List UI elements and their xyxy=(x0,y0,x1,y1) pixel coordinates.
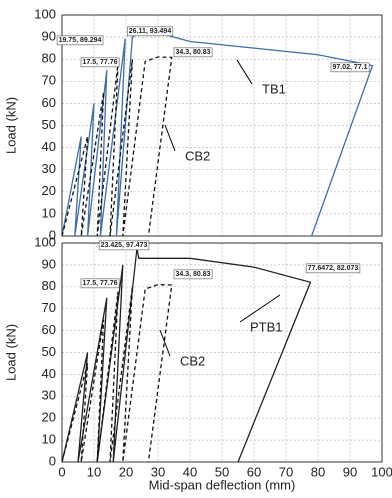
y-tick-label: 100 xyxy=(34,6,56,21)
annotation: 23.425, 97.473 xyxy=(101,242,148,249)
x-tick-label: 60 xyxy=(247,464,261,479)
x-tick-label: 100 xyxy=(371,464,392,479)
x-tick-label: 90 xyxy=(343,464,357,479)
y-tick-label: 40 xyxy=(42,139,56,154)
series-label: CB2 xyxy=(185,148,210,163)
x-tick-label: 40 xyxy=(183,464,197,479)
x-tick-label: 30 xyxy=(151,464,165,479)
annotation-box xyxy=(173,269,213,280)
y-tick-label: 10 xyxy=(42,432,56,447)
annotation-box xyxy=(173,47,213,58)
y-tick-label: 20 xyxy=(42,183,56,198)
y-axis-title: Load (kN) xyxy=(3,324,18,381)
x-tick-label: 50 xyxy=(215,464,229,479)
y-tick-label: 80 xyxy=(42,278,56,293)
annotation-box xyxy=(56,35,104,46)
y-tick-label: 50 xyxy=(42,344,56,359)
y-axis-title: Load (kN) xyxy=(3,97,18,154)
y-tick-label: 0 xyxy=(49,453,56,468)
y-tick-label: 20 xyxy=(42,410,56,425)
x-tick-label: 0 xyxy=(58,464,65,479)
x-tick-label: 70 xyxy=(279,464,293,479)
annotation-box xyxy=(80,57,120,68)
callout-line xyxy=(164,124,176,152)
y-tick-label: 30 xyxy=(42,388,56,403)
callout-line xyxy=(236,59,253,85)
annotation: 77.6472, 82.073 xyxy=(308,265,359,272)
x-tick-label: 20 xyxy=(119,464,133,479)
x-axis-title: Mid-span deflection (mm) xyxy=(149,477,296,492)
annotation: 34.3, 80.83 xyxy=(175,271,210,278)
y-tick-label: 40 xyxy=(42,366,56,381)
annotation: 97.02, 77.1 xyxy=(332,64,367,71)
series-label: PTB1 xyxy=(250,319,283,334)
annotation-box xyxy=(80,278,120,289)
y-tick-label: 90 xyxy=(42,256,56,271)
y-tick-label: 70 xyxy=(42,300,56,315)
annotation: 26.11, 93.494 xyxy=(129,28,172,35)
y-tick-label: 0 xyxy=(49,227,56,242)
y-tick-label: 70 xyxy=(42,73,56,88)
x-tick-label: 80 xyxy=(311,464,325,479)
data-line xyxy=(61,28,374,237)
y-tick-label: 60 xyxy=(42,95,56,110)
plot-frame xyxy=(61,242,383,463)
y-tick-label: 80 xyxy=(42,51,56,66)
data-line xyxy=(61,56,173,237)
callout-line xyxy=(239,294,281,323)
callout-line xyxy=(159,329,171,357)
annotation-box xyxy=(126,26,174,37)
y-tick-label: 50 xyxy=(42,117,56,132)
series-label: TB1 xyxy=(262,81,286,96)
y-tick-label: 30 xyxy=(42,161,56,176)
annotation: 34.3, 80.83 xyxy=(175,49,210,56)
annotation: 17.5, 77.76 xyxy=(82,59,117,66)
plot-frame xyxy=(61,14,383,237)
data-line xyxy=(61,248,312,463)
annotation-box xyxy=(305,263,361,274)
series-label: CB2 xyxy=(180,353,205,368)
annotation: 17.5, 77.76 xyxy=(82,280,117,287)
y-tick-label: 90 xyxy=(42,29,56,44)
y-tick-label: 100 xyxy=(34,234,56,249)
annotation-box xyxy=(98,240,150,251)
data-line xyxy=(61,283,173,463)
x-tick-label: 10 xyxy=(87,464,101,479)
y-tick-label: 60 xyxy=(42,322,56,337)
y-tick-label: 10 xyxy=(42,205,56,220)
annotation: 19.75, 89.294 xyxy=(59,37,102,44)
annotation-box xyxy=(330,62,370,73)
